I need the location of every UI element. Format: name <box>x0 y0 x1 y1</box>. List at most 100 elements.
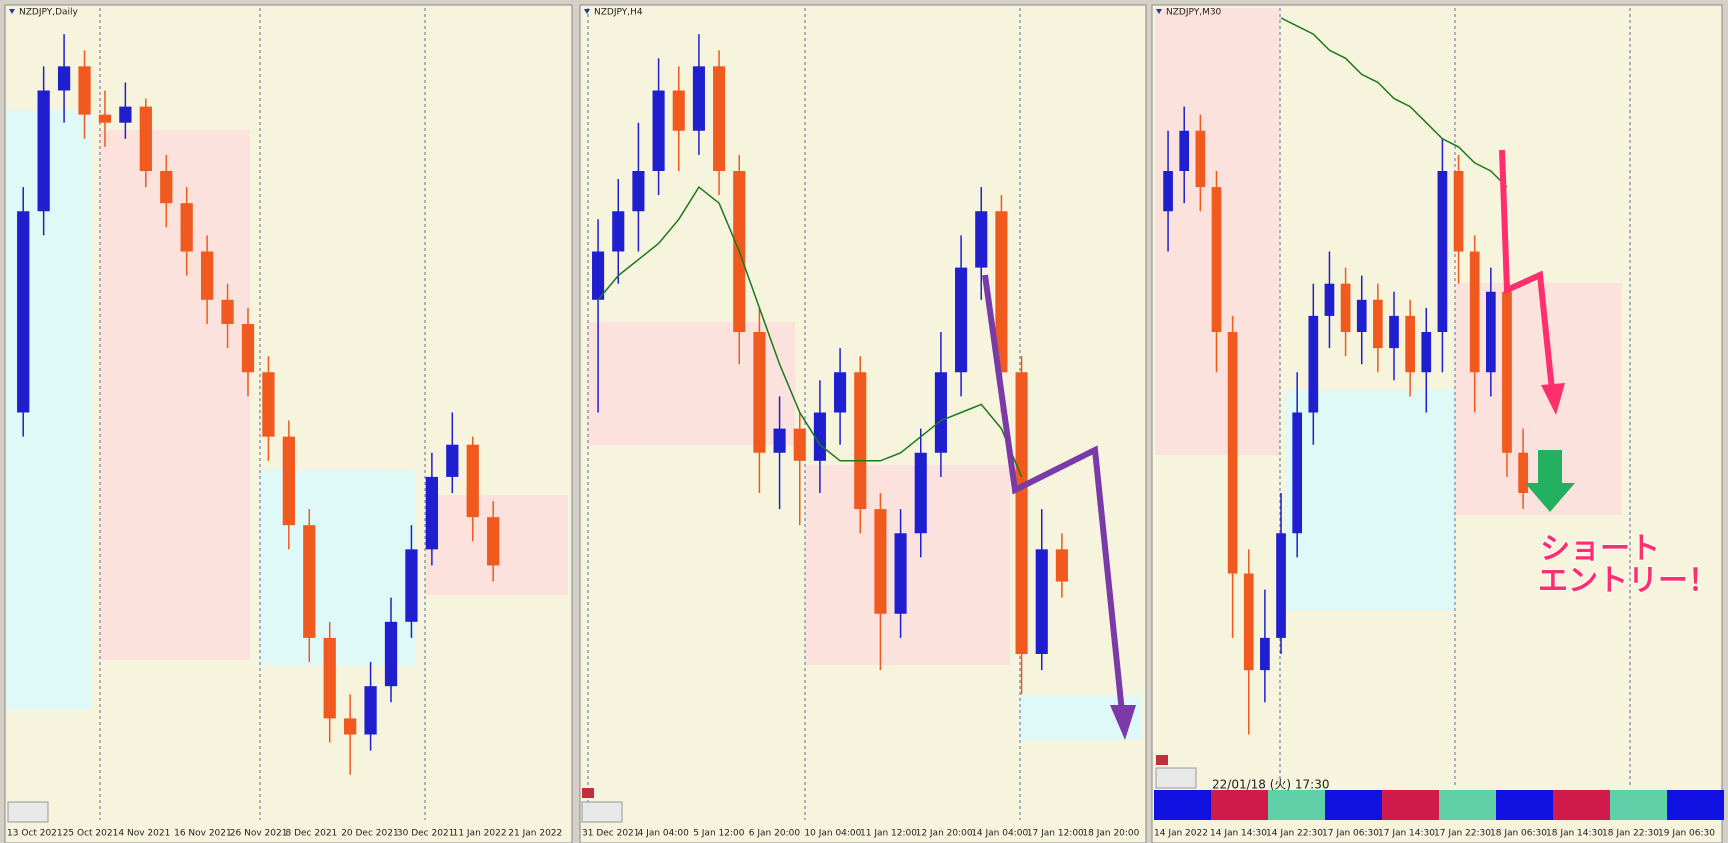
x-tick-label: 6 Jan 20:00 <box>749 829 801 839</box>
candle-body <box>17 211 30 413</box>
x-tick-label: 8 Dec 2021 <box>286 829 338 839</box>
x-tick-label: 17 Jan 22:30 <box>1434 829 1491 839</box>
candle-body <box>98 114 112 123</box>
candle-body <box>1015 372 1028 654</box>
candle-body <box>78 66 91 115</box>
candle-body <box>1502 291 1512 453</box>
candle-body <box>934 372 947 453</box>
candle-body <box>1035 549 1048 654</box>
candle-body <box>160 171 173 204</box>
candle-body <box>139 106 152 171</box>
annotation: エントリー！ <box>1538 564 1718 599</box>
x-tick-label: 21 Jan 2022 <box>508 829 562 839</box>
x-tick-label: 18 Jan 20:00 <box>1082 829 1139 839</box>
x-tick-label: 4 Nov 2021 <box>118 829 170 839</box>
candle-body <box>1243 573 1254 671</box>
candle-body <box>1469 251 1480 373</box>
candle-body <box>262 372 275 437</box>
x-tick-label: 18 Jan 06:30 <box>1490 829 1547 839</box>
candle-body <box>323 637 336 719</box>
candle-body <box>592 251 605 300</box>
candle-body <box>1163 171 1173 212</box>
candle-body <box>672 90 685 131</box>
x-tick-label: 14 Jan 2022 <box>1154 829 1208 839</box>
x-tick-label: 14 Jan 22:30 <box>1266 829 1323 839</box>
x-tick-label: 10 Jan 04:00 <box>804 829 861 839</box>
x-tick-label: 18 Jan 22:30 <box>1602 829 1659 839</box>
strip-block <box>1667 790 1724 820</box>
pink-arrowhead <box>1541 383 1565 415</box>
candle-body <box>1389 315 1399 349</box>
candle-body <box>241 323 255 373</box>
x-tick-label: 17 Jan 12:00 <box>1027 829 1084 839</box>
candle-body <box>854 372 867 510</box>
candle-body <box>466 444 479 518</box>
candle-body <box>200 251 214 300</box>
candle-body <box>119 106 132 123</box>
candle-body <box>37 90 50 212</box>
candle-body <box>405 549 418 622</box>
candle-body <box>1405 315 1415 373</box>
strip-block <box>1211 790 1268 820</box>
toolbar-icons <box>7 755 1197 823</box>
x-tick-label: 11 Jan 2022 <box>453 829 507 839</box>
candle-body <box>1195 130 1206 188</box>
candle-body <box>221 299 234 324</box>
strip-block <box>1610 790 1667 820</box>
candle-body <box>1340 283 1351 332</box>
candle-body <box>1373 299 1383 349</box>
candle-body <box>1308 315 1319 413</box>
indicator-strip <box>1154 790 1724 820</box>
candle-body <box>874 509 887 614</box>
x-tick-label: 30 Dec 2021 <box>397 829 455 839</box>
candle-body <box>282 436 295 526</box>
moving-average <box>597 185 1023 478</box>
candle-body <box>1437 171 1448 332</box>
candle-body <box>425 476 439 550</box>
green-arrow <box>1525 450 1575 512</box>
title-caret <box>584 9 590 14</box>
purple-arrow <box>982 274 1125 713</box>
x-tick-label: 18 Jan 14:30 <box>1546 829 1603 839</box>
candle-body <box>1260 637 1270 671</box>
strip-block <box>1268 790 1325 820</box>
candle-body <box>446 444 459 477</box>
candle-body <box>1324 283 1335 316</box>
x-tick-label: 14 Jan 14:30 <box>1210 829 1267 839</box>
x-tick-label: 14 Jan 04:00 <box>971 829 1028 839</box>
candle-body <box>1518 452 1528 493</box>
candle-body <box>364 686 377 735</box>
candle-body <box>753 332 766 453</box>
x-tick-label: 4 Jan 04:00 <box>638 829 690 839</box>
candle-body <box>1356 299 1367 332</box>
candle-body <box>344 718 357 735</box>
candle-body <box>773 428 786 453</box>
candle-body <box>1211 187 1222 332</box>
candle-body <box>57 66 71 91</box>
strip-block <box>1325 790 1382 820</box>
candle-body <box>180 203 193 252</box>
purple-arrowhead <box>1110 705 1136 740</box>
candle-body <box>1292 412 1303 534</box>
strip-block <box>1553 790 1610 820</box>
plots <box>17 17 1528 775</box>
candle-body <box>384 621 398 687</box>
x-tick-label: 19 Jan 06:30 <box>1658 829 1715 839</box>
x-tick-label: 16 Nov 2021 <box>174 829 232 839</box>
x-tick-label: 26 Nov 2021 <box>230 829 288 839</box>
x-tick-label: 20 Dec 2021 <box>341 829 399 839</box>
candle-body <box>975 211 988 268</box>
candle-body <box>692 66 705 131</box>
title-caret <box>9 9 15 14</box>
candle-body <box>1485 291 1496 373</box>
x-tick-label: 31 Dec 2021 <box>582 829 640 839</box>
strip-block <box>1439 790 1496 820</box>
moving-average <box>1280 17 1508 188</box>
strip-block <box>1154 790 1211 820</box>
x-tick-label: 17 Jan 06:30 <box>1322 829 1379 839</box>
annotation: ショート <box>1540 532 1660 567</box>
pink-arrow <box>1499 149 1555 391</box>
candle-body <box>1227 332 1238 574</box>
